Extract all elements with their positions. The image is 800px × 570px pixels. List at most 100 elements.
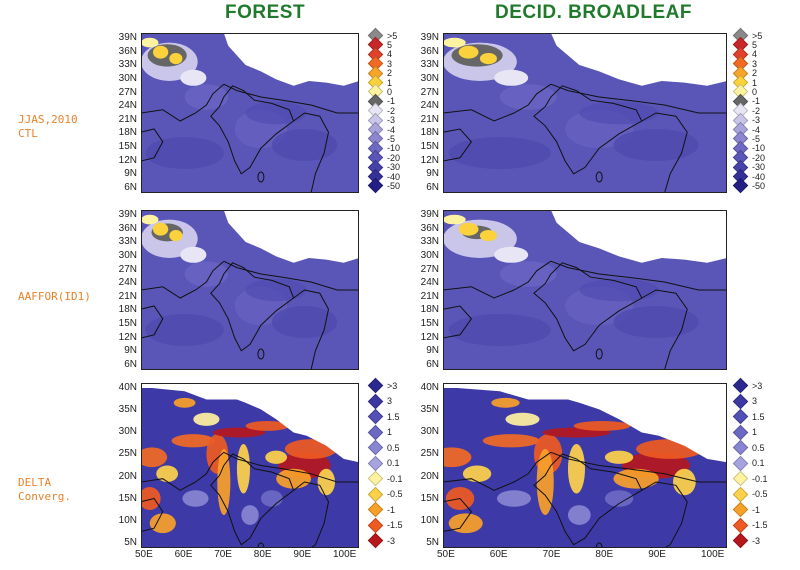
lat-tick-label: 20N (118, 470, 137, 482)
legend-entry: -10 (732, 140, 765, 157)
contour-patch (499, 261, 557, 287)
legend-swatch (367, 408, 384, 425)
legend-label: 1 (752, 77, 758, 88)
legend-label: 5 (752, 39, 758, 50)
coastline (443, 451, 552, 491)
lat-tick-label: 18N (420, 127, 439, 139)
anomaly-yellow (169, 53, 183, 65)
border-line (223, 451, 359, 483)
lat-tick-label: 27N (118, 86, 137, 98)
convergence-patch (317, 468, 336, 496)
anomaly-pale (141, 214, 159, 225)
anomaly-light (180, 246, 207, 263)
anomaly-yellow (152, 45, 169, 59)
lat-tick-label: 9N (124, 345, 137, 357)
lat-tick-label: 21N (118, 113, 137, 125)
lon-tick-label: 50E (437, 549, 455, 560)
coastline (293, 481, 330, 548)
row-label-ctl: JJAS,2010 CTL (18, 113, 78, 140)
legend-label: 0 (752, 86, 758, 97)
contour-patch (448, 314, 551, 346)
coastline (293, 289, 330, 370)
convergence-patch (241, 505, 259, 525)
anomaly-yellow (152, 222, 169, 236)
map-ctl-decid (443, 33, 727, 193)
convergence-patch (448, 513, 483, 534)
anomaly-light (494, 69, 529, 86)
anomaly-light (180, 69, 207, 86)
legend-entry: >3 (732, 377, 762, 394)
coastline (443, 260, 552, 299)
convergence-patch (491, 397, 520, 408)
title-forest: FOREST (225, 2, 306, 23)
coastline (141, 305, 164, 339)
contour-patch (271, 306, 338, 338)
legend-label: 2 (752, 68, 758, 79)
legend-label: 1 (752, 427, 758, 437)
lat-tick-label: 30N (420, 249, 439, 261)
lat-tick-label: 10N (118, 514, 137, 526)
contour-patch (448, 137, 551, 169)
legend-label: -4 (752, 124, 761, 135)
convergence-patch (265, 450, 288, 464)
legend-label: 1 (387, 427, 393, 437)
legend-entry: 2 (732, 65, 758, 81)
legend-entry: -3 (732, 112, 760, 128)
tibet-mask (550, 33, 727, 86)
lat-tick-label: 12N (420, 331, 439, 343)
lat-tick-label: 33N (420, 236, 439, 248)
legend-entry: -3 (367, 112, 395, 128)
coastline (293, 112, 330, 193)
lat-tick-label: 39N (420, 32, 439, 43)
legend-lower-left: >3 3 1.5 1 0.5 0.1 -0.1 -0.5 -1 -1.5 -3 (367, 377, 430, 560)
coastline (641, 481, 688, 548)
convergence-patch (236, 444, 250, 494)
legend-entry: -2 (732, 102, 761, 119)
legend-label: 4 (387, 49, 393, 60)
legend-label: -30 (387, 162, 401, 173)
legend-entry: -0.1 (732, 470, 768, 487)
convergence-patch (171, 434, 216, 448)
legend-label: -4 (387, 124, 396, 135)
legend-label: -2 (752, 105, 761, 116)
legend-upper-right: >5 5 4 3 2 1 0 -1 -2 -3 -4 -5 -10 -20 -30 -40 -50 (732, 27, 795, 200)
legend-entry: 4 (367, 46, 393, 63)
panel-frame (443, 383, 727, 548)
legend-label: -50 (752, 180, 766, 191)
lat-tick-label: 24N (118, 277, 137, 289)
legend-swatch (367, 377, 384, 394)
legend-label: 4 (752, 49, 758, 60)
lon-tick-label: 80E (253, 549, 272, 560)
lat-tick-label: 40N (420, 382, 439, 393)
legend-label: >3 (387, 380, 398, 391)
convergence-patch (141, 486, 161, 511)
legend-swatch (732, 439, 749, 456)
legend-label: >5 (387, 30, 398, 41)
legend-entry: 2 (367, 65, 392, 81)
lat-tick-label: 21N (118, 290, 137, 302)
lat-tick-label: 24N (118, 100, 137, 112)
legend-entry: 0.1 (732, 455, 765, 471)
lat-tick-label: 33N (118, 236, 137, 248)
lon-tick-label: 100E (701, 549, 725, 560)
convergence-patch (260, 490, 283, 507)
legend-label: -50 (387, 180, 401, 191)
coastline (141, 83, 225, 122)
legend-label: 0.5 (387, 442, 400, 453)
legend-label: -5 (387, 133, 396, 144)
convergence-patch (245, 420, 290, 431)
convergence-patch (212, 427, 266, 438)
convergence-patch (217, 449, 231, 515)
tibet-mask (550, 210, 727, 263)
tibet-mask (223, 33, 359, 86)
lat-tick-label: 36N (118, 222, 137, 234)
map-panel-ctl-decid (443, 33, 727, 193)
india-coastline (210, 453, 295, 546)
coastline (443, 305, 473, 339)
legend-swatch (367, 455, 384, 471)
contour-patch (579, 278, 659, 302)
legend-lower-right: >3 3 1.5 1 0.5 0.1 -0.1 -0.5 -1 -1.5 -3 (732, 377, 795, 560)
lat-tick-label: 39N (420, 209, 439, 220)
legend-entry: -30 (732, 159, 765, 175)
lat-tick-label: 30N (118, 249, 137, 261)
